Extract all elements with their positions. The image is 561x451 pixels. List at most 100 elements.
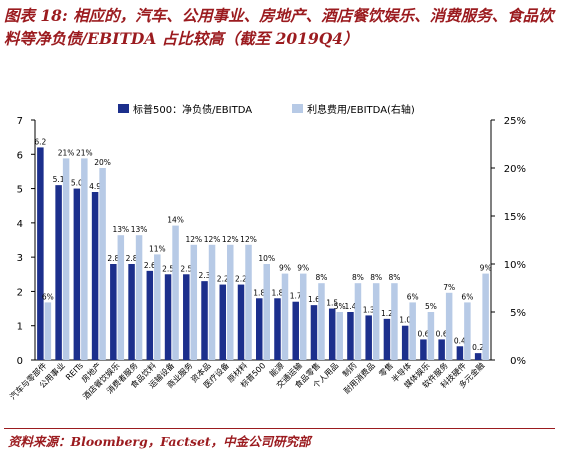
bar-interest: [227, 244, 234, 360]
data-label-net-debt: 2.6: [144, 261, 156, 270]
data-label-interest: 9%: [297, 264, 309, 273]
bar-interest: [208, 244, 216, 360]
bar-interest: [409, 302, 416, 360]
data-label-interest: 12%: [222, 235, 239, 244]
y-tick-label: 5: [17, 185, 23, 196]
bar-interest: [117, 235, 125, 360]
data-label-net-debt: 2.5: [180, 264, 192, 273]
y2-tick-label: 20%: [504, 164, 526, 175]
data-label-interest: 13%: [131, 225, 148, 234]
bar-net-debt: [474, 353, 482, 360]
bar-net-debt: [128, 264, 135, 360]
bar-interest: [172, 225, 179, 360]
legend-swatch-interest: [292, 104, 304, 113]
y-tick-label: 0: [17, 356, 23, 367]
bar-net-debt: [401, 325, 409, 360]
bar-interest: [99, 168, 106, 360]
data-label-net-debt: 0.6: [417, 329, 429, 338]
bar-net-debt: [420, 339, 427, 360]
bar-interest: [336, 312, 343, 360]
data-label-interest: 8%: [316, 273, 328, 282]
data-label-interest: 9%: [480, 264, 492, 273]
y-tick-label: 4: [17, 219, 23, 230]
legend-swatch-net-debt: [118, 104, 129, 113]
bar-net-debt: [274, 298, 281, 360]
data-label-interest: 7%: [443, 283, 455, 292]
y-tick-label: 6: [17, 150, 23, 161]
data-label-interest: 13%: [112, 225, 129, 234]
bar-net-debt: [183, 274, 190, 360]
data-label-interest: 12%: [240, 235, 257, 244]
bar-interest: [62, 158, 70, 360]
bar-interest: [464, 302, 471, 360]
data-label-interest: 12%: [185, 235, 202, 244]
source-note: 资料来源：Bloomberg，Factset，中金公司研究部: [8, 434, 311, 449]
bar-net-debt: [164, 274, 172, 360]
legend-label-net-debt: 标普500：净负债/EBITDA: [133, 105, 253, 116]
data-label-interest: 21%: [76, 148, 93, 157]
bar-net-debt: [383, 318, 391, 360]
y-tick-label: 2: [17, 287, 23, 298]
bar-interest: [445, 292, 453, 360]
data-label-net-debt: 5.1: [53, 175, 65, 184]
y2-tick-label: 25%: [504, 116, 526, 127]
data-label-net-debt: 0.4: [454, 336, 466, 345]
data-label-interest: 5%: [334, 302, 346, 311]
chart-title: 图表 18: 相应的，汽车、公用事业、房地产、酒店餐饮娱乐、消费服务、食品饮料等…: [4, 6, 554, 48]
bar-net-debt: [365, 315, 372, 360]
bar-interest: [318, 283, 325, 360]
bar-interest: [372, 283, 380, 360]
chart-legend: 标普500：净负债/EBITDA 利息费用/EBITDA(右轴): [118, 101, 449, 116]
bar-net-debt: [219, 284, 227, 360]
bar-net-debt: [292, 301, 299, 360]
data-label-net-debt: 1.8: [253, 288, 265, 297]
data-label-net-debt: 6.2: [34, 137, 46, 146]
bar-net-debt: [146, 270, 154, 360]
bar-interest: [81, 158, 88, 360]
legend-item-interest: 利息费用/EBITDA(右轴): [292, 101, 415, 116]
data-label-net-debt: 1.5: [326, 299, 338, 308]
y2-tick-label: 15%: [504, 212, 526, 223]
bar-interest: [263, 264, 270, 360]
y2-tick-label: 10%: [504, 260, 526, 271]
y-tick-label: 1: [17, 322, 23, 333]
bar-net-debt: [201, 281, 208, 360]
bar-interest: [299, 273, 307, 360]
data-label-interest: 11%: [149, 244, 166, 253]
bar-interest: [44, 302, 52, 360]
bar-interest: [190, 244, 198, 360]
data-label-interest: 14%: [167, 216, 184, 225]
y-tick-label: 7: [17, 116, 23, 127]
data-label-interest: 12%: [204, 235, 221, 244]
bar-net-debt: [91, 192, 99, 360]
data-label-net-debt: 4.9: [89, 182, 101, 191]
data-label-interest: 6%: [461, 292, 473, 301]
data-label-interest: 9%: [279, 264, 291, 273]
bar-net-debt: [73, 188, 81, 360]
bar-net-debt: [438, 339, 445, 360]
data-label-interest: 10%: [258, 254, 275, 263]
data-label-interest: 6%: [42, 292, 54, 301]
data-label-interest: 6%: [407, 292, 419, 301]
data-label-net-debt: 2.5: [162, 264, 174, 273]
bar-net-debt: [456, 346, 464, 360]
data-label-interest: 21%: [58, 148, 75, 157]
bar-net-debt: [237, 284, 245, 360]
bar-net-debt: [256, 298, 263, 360]
data-label-net-debt: 1.6: [308, 295, 320, 304]
bar-net-debt: [347, 312, 354, 360]
bar-interest: [482, 273, 489, 360]
data-label-net-debt: 1.4: [344, 302, 356, 311]
data-label-net-debt: 1.8: [272, 288, 284, 297]
bar-net-debt: [328, 308, 336, 360]
data-label-interest: 8%: [388, 273, 400, 282]
data-label-net-debt: 1.7: [290, 292, 302, 301]
data-label-net-debt: 0.2: [472, 343, 484, 352]
chart-svg: 012345670%5%10%15%20%25%6.26%汽车与零部件5.121…: [8, 116, 526, 401]
data-label-interest: 8%: [370, 273, 382, 282]
chart-area: 0 1 2 3 4 5 6 7 0% 5% 10% 15% 20% 25% 6.2 6% 汽车与零部件 5.1 21…: [0, 95, 561, 425]
bar-interest: [154, 254, 161, 360]
data-label-net-debt: 2.3: [199, 271, 211, 280]
data-label-net-debt: 0.6: [436, 329, 448, 338]
data-label-net-debt: 1.0: [399, 316, 411, 325]
